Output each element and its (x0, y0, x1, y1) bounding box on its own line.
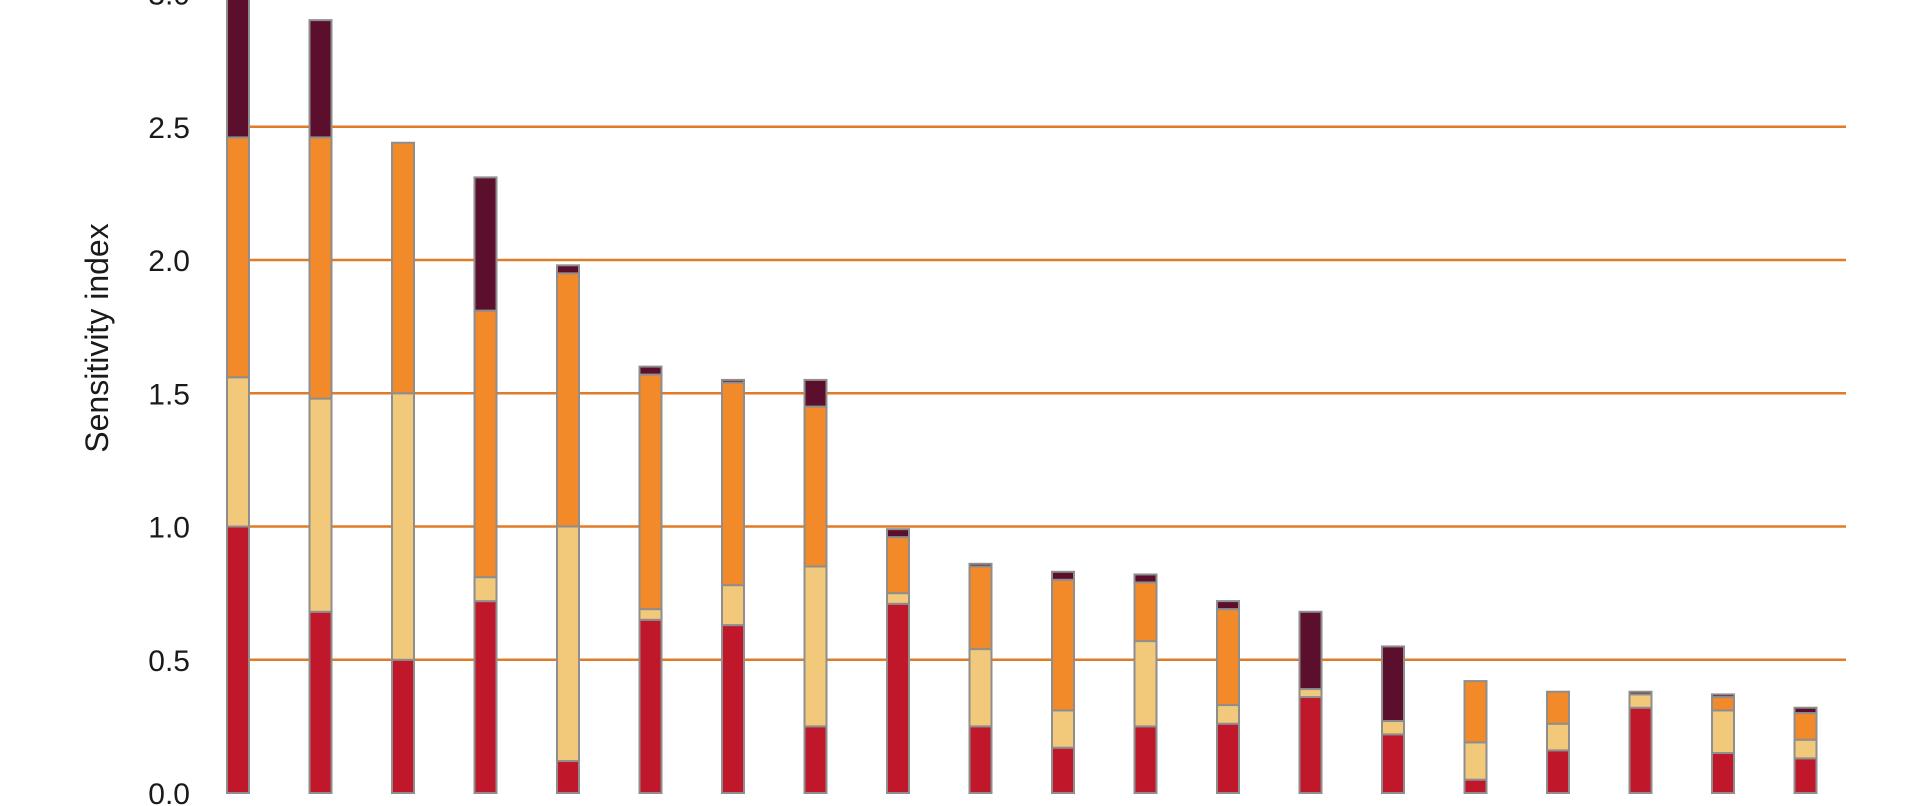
bar-segment (886, 592, 910, 605)
bar-segment (391, 141, 415, 395)
bar-segment (1463, 741, 1488, 781)
bar-segment (886, 602, 910, 794)
bar-segment (473, 309, 498, 579)
bar-segment (1793, 712, 1818, 741)
bar-segment (721, 624, 745, 794)
bar-segment (1216, 608, 1240, 707)
bar-segment (638, 618, 663, 795)
y-tick-label: 0.0 (148, 778, 190, 806)
bar-segment (803, 725, 828, 794)
bar-segment (1133, 581, 1158, 643)
bar-segment (1133, 640, 1158, 728)
grid-lines (226, 125, 1846, 661)
bar-segment (968, 562, 993, 568)
bar-segment (1051, 570, 1075, 581)
bars (226, 0, 1818, 795)
bar-segment (226, 136, 250, 379)
bar-segment (803, 565, 828, 728)
bar-segment (1381, 645, 1405, 723)
bar-segment (1298, 610, 1323, 691)
bar-segment (1463, 680, 1488, 744)
y-tick-label: 2.5 (148, 112, 190, 145)
bar-segment (308, 610, 333, 795)
bar-segment (1711, 752, 1735, 795)
bar-segment (1381, 733, 1405, 794)
bar-segment (473, 600, 498, 794)
bar-segment (308, 136, 333, 400)
y-tick-label: 1.5 (148, 378, 190, 411)
bar-segment (1793, 738, 1818, 760)
bar-segment (1133, 725, 1158, 794)
bar-segment (721, 584, 745, 627)
bar-segment (1711, 709, 1735, 755)
bar-segment (1216, 722, 1240, 795)
bar-segment (556, 525, 580, 763)
bar-segment (391, 658, 415, 794)
bar-segment (556, 272, 580, 528)
bar-segment (803, 378, 828, 408)
bar-segment (1216, 600, 1240, 611)
y-axis-tick-labels: 0.0 0.5 1.0 1.5 2.0 2.5 3.0 (148, 0, 190, 806)
bar-segment (308, 19, 333, 139)
y-tick-label: 2.0 (148, 245, 190, 278)
bar-segment (226, 0, 250, 139)
y-tick-label: 0.5 (148, 645, 190, 678)
bar-segment (1546, 722, 1570, 752)
y-tick-label: 3.0 (148, 0, 190, 12)
bar-segment (721, 381, 745, 587)
bar-segment (1711, 693, 1735, 699)
bar-segment (1298, 688, 1323, 699)
bar-segment (1546, 749, 1570, 794)
bar-segment (556, 264, 580, 275)
bar-segment (1628, 693, 1653, 709)
bar-segment (1051, 709, 1075, 749)
bar-segment (1463, 778, 1488, 794)
bar-segment (1216, 704, 1240, 725)
bar-segment (226, 376, 250, 528)
bar-segment (968, 565, 993, 651)
y-axis-title: Sensitivity index (79, 223, 115, 452)
y-tick-label: 1.0 (148, 512, 190, 545)
bar-segment (1546, 690, 1570, 725)
bar-segment (1793, 757, 1818, 794)
bar-segment (638, 608, 663, 621)
bar-segment (638, 373, 663, 611)
bar-segment (308, 397, 333, 613)
bar-segment (886, 536, 910, 595)
bar-segment (391, 392, 415, 661)
bar-segment (226, 525, 250, 794)
bar-segment (473, 576, 498, 603)
bar-segment (638, 365, 663, 376)
bar-segment (968, 725, 993, 794)
bar-segment (473, 176, 498, 312)
bar-segment (1381, 720, 1405, 736)
bar-segment (886, 528, 910, 539)
bar-segment (968, 648, 993, 728)
bar-segment (1051, 578, 1075, 712)
bar-segment (1298, 696, 1323, 794)
bar-segment (556, 760, 580, 795)
bar-segment (721, 378, 745, 384)
bar-segment (1793, 706, 1818, 715)
bar-segment (1711, 696, 1735, 712)
bar-segment (803, 405, 828, 568)
bar-segment (1628, 706, 1653, 794)
bar-segment (1133, 573, 1158, 584)
bar-segment (1051, 746, 1075, 795)
bar-segment (1628, 690, 1653, 696)
